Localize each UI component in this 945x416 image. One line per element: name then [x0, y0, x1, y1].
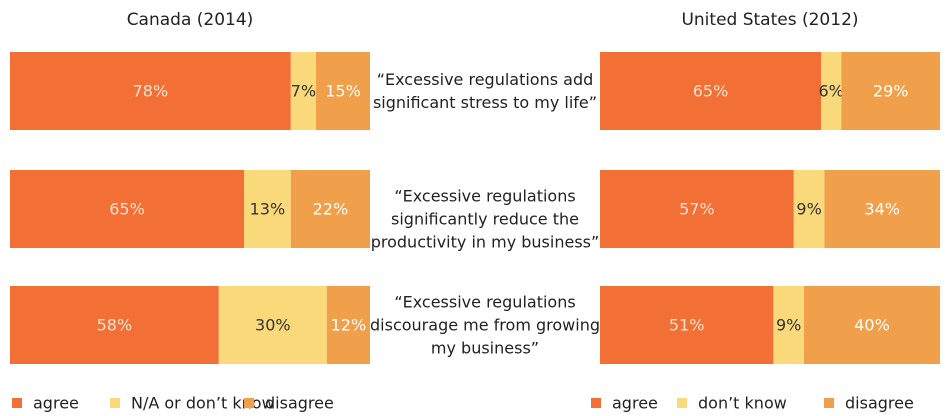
- bar-segment: [10, 170, 244, 248]
- bar-segment: [841, 52, 940, 130]
- data-label: 78%: [133, 82, 169, 101]
- legend-label: N/A or don’t know: [131, 394, 275, 413]
- bar-segment: [793, 170, 825, 248]
- bar-segment: [600, 52, 821, 130]
- data-label: 9%: [776, 316, 801, 335]
- legend-swatch: [244, 398, 254, 408]
- data-label: 7%: [291, 82, 316, 101]
- data-label: 29%: [873, 82, 909, 101]
- bar-segment: [290, 170, 370, 248]
- legend-label: agree: [612, 394, 658, 413]
- data-label: 34%: [864, 200, 900, 219]
- chart-title: Canada (2014): [127, 10, 254, 30]
- bar-segment: [600, 286, 774, 364]
- data-label: 58%: [97, 316, 133, 335]
- bar-segment: [290, 52, 316, 130]
- bar-segment: [773, 286, 804, 364]
- data-label: 12%: [331, 316, 367, 335]
- bar-segment: [244, 170, 291, 248]
- legend-swatch: [677, 398, 687, 408]
- data-label: 15%: [325, 82, 361, 101]
- data-label: 65%: [693, 82, 729, 101]
- statement: “Excessive regulations discourage me fro…: [370, 292, 600, 358]
- statement: “Excessive regulations add significant s…: [372, 70, 598, 112]
- bar-segment: [326, 286, 370, 364]
- legend-swatch: [591, 398, 601, 408]
- bar-segment: [10, 286, 219, 364]
- statement: “Excessive regulations significantly red…: [370, 186, 600, 252]
- bar-segment: [600, 170, 794, 248]
- bar-segment: [824, 170, 940, 248]
- bar-segment: [10, 52, 291, 130]
- data-label: 30%: [255, 316, 291, 335]
- data-label: 65%: [109, 200, 145, 219]
- legend-label: disagree: [265, 394, 334, 413]
- chart-title: United States (2012): [681, 10, 858, 30]
- legend-swatch: [110, 398, 120, 408]
- data-label: 9%: [796, 200, 821, 219]
- legend-label: agree: [33, 394, 79, 413]
- data-label: 13%: [250, 200, 286, 219]
- bar-segment: [316, 52, 370, 130]
- legend-label: disagree: [845, 394, 914, 413]
- bar-segment: [821, 52, 842, 130]
- legend-swatch: [824, 398, 834, 408]
- data-label: 22%: [313, 200, 349, 219]
- data-label: 40%: [854, 316, 890, 335]
- data-label: 51%: [669, 316, 705, 335]
- legend-swatch: [12, 398, 22, 408]
- data-label: 6%: [819, 82, 844, 101]
- data-label: 57%: [679, 200, 715, 219]
- bar-segment: [804, 286, 940, 364]
- legend-label: don’t know: [698, 394, 787, 413]
- bar-segment: [218, 286, 327, 364]
